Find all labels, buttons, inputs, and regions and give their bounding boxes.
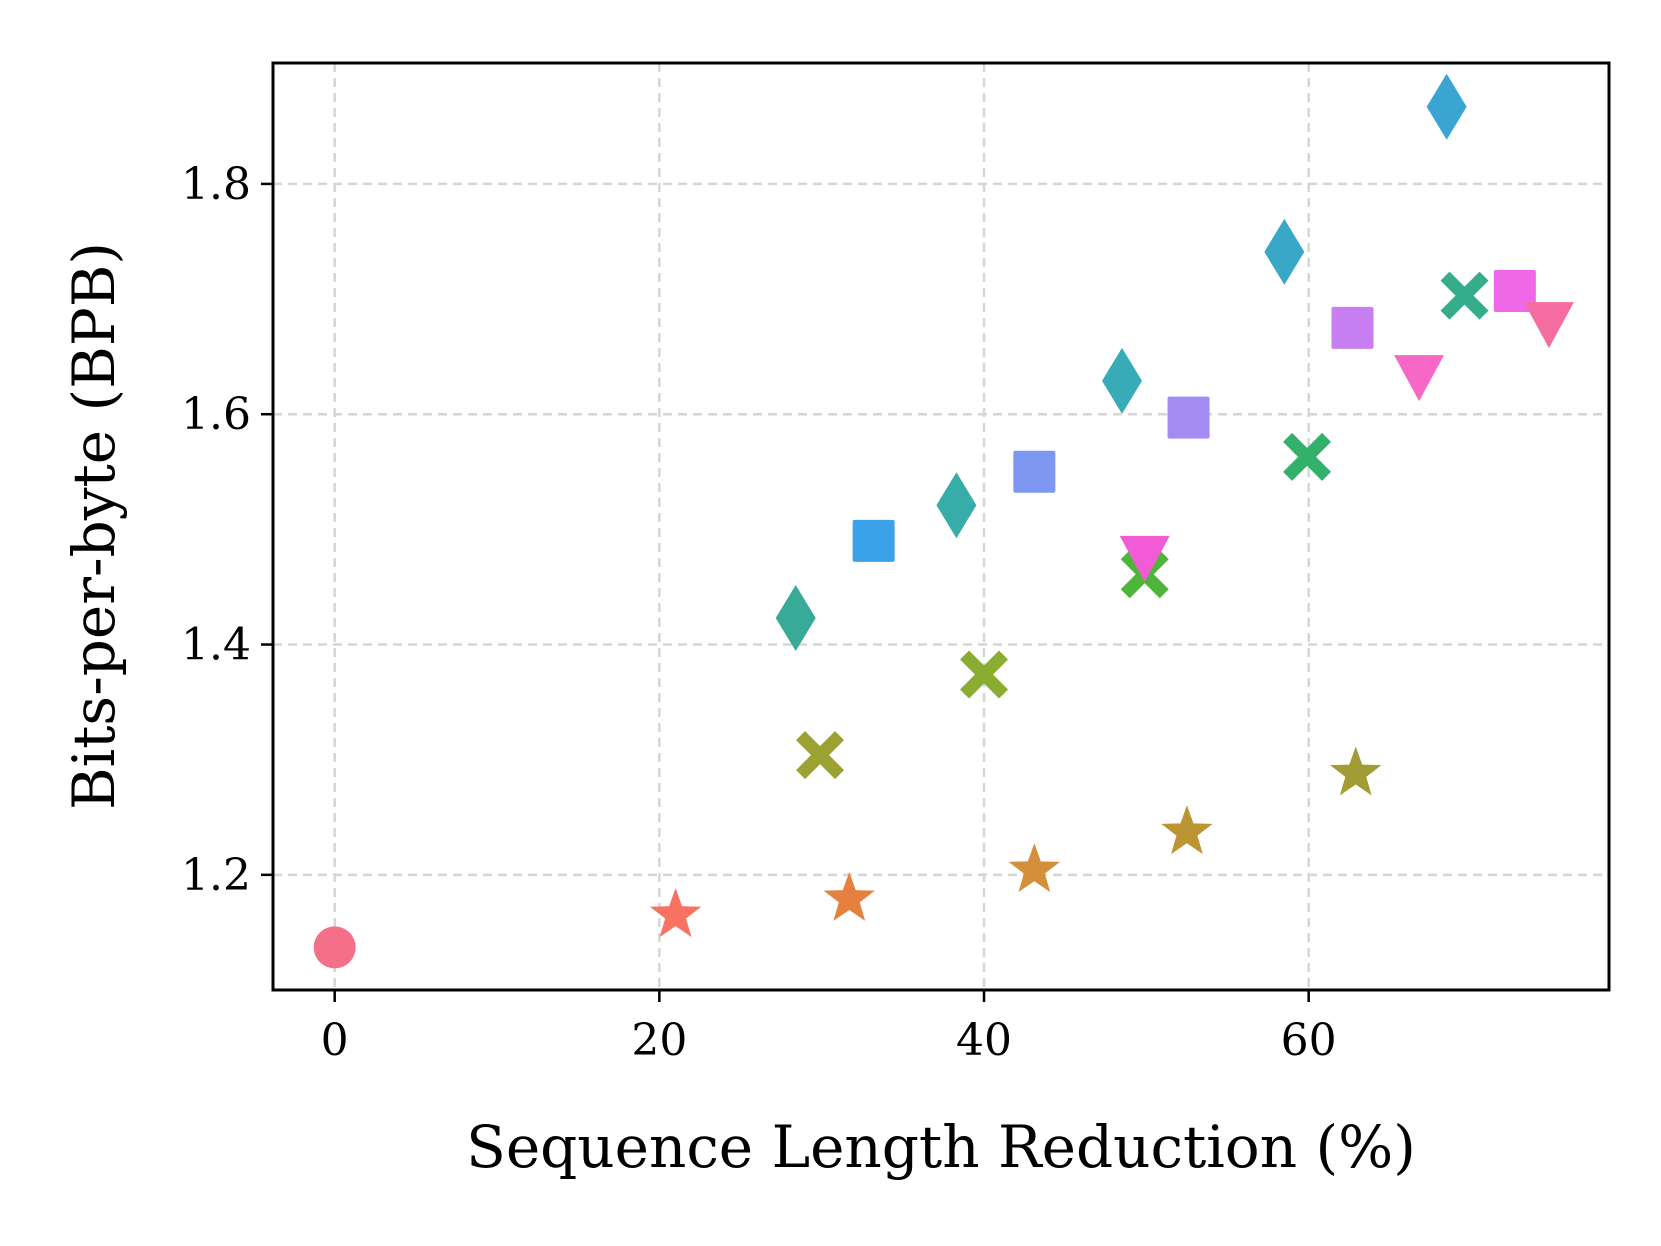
data-point-diamond-0 [775, 585, 816, 652]
series-diamond [775, 73, 1467, 652]
plot-area-frame [271, 61, 1611, 992]
x-tick-label-2: 40 [956, 1015, 1012, 1066]
data-point-x-4 [1440, 271, 1489, 320]
data-point-diamond-1 [936, 472, 977, 539]
data-point-baseline-0 [313, 926, 356, 969]
x-axis-ticks: 0 20 40 60 [321, 990, 1337, 1066]
y-axis-ticks: 1.2 1.4 1.6 1.8 [181, 159, 273, 901]
x-axis-title: Sequence Length Reduction (%) [466, 1113, 1416, 1181]
data-point-square-2 [1167, 396, 1210, 439]
y-axis-title: Bits-per-byte (BPB) [60, 242, 128, 810]
data-point-diamond-3 [1264, 218, 1305, 285]
data-point-square-0 [852, 519, 895, 562]
y-tick-label-2: 1.6 [181, 389, 251, 440]
series-star [649, 746, 1382, 937]
series-square [852, 270, 1536, 562]
data-point-x-3 [1283, 432, 1332, 481]
data-points-layer [313, 73, 1574, 969]
data-point-star-1 [823, 872, 875, 921]
data-point-triangle_down-0 [1119, 535, 1170, 582]
series-x [796, 271, 1489, 780]
data-point-star-2 [1008, 843, 1061, 893]
x-tick-label-3: 60 [1281, 1015, 1337, 1066]
data-point-star-4 [1330, 746, 1382, 796]
data-point-diamond-4 [1426, 73, 1467, 140]
series-baseline [313, 926, 356, 969]
data-point-square-4 [1493, 270, 1536, 313]
x-tick-label-0: 0 [321, 1015, 349, 1066]
y-tick-label-0: 1.2 [181, 850, 251, 901]
data-point-x-0 [796, 731, 845, 780]
data-point-triangle_down-1 [1394, 355, 1445, 402]
data-point-square-3 [1331, 306, 1374, 349]
data-point-diamond-2 [1102, 347, 1143, 414]
y-tick-label-3: 1.8 [181, 159, 251, 210]
data-point-square-1 [1013, 450, 1056, 493]
grid-layer [273, 63, 1609, 990]
data-point-x-1 [960, 650, 1009, 699]
x-tick-label-1: 20 [631, 1015, 687, 1066]
data-point-star-3 [1161, 805, 1213, 855]
data-point-star-0 [649, 888, 702, 937]
data-point-triangle_down-2 [1523, 302, 1574, 349]
y-tick-label-1: 1.4 [181, 620, 251, 671]
series-triangle_down [1119, 302, 1574, 582]
